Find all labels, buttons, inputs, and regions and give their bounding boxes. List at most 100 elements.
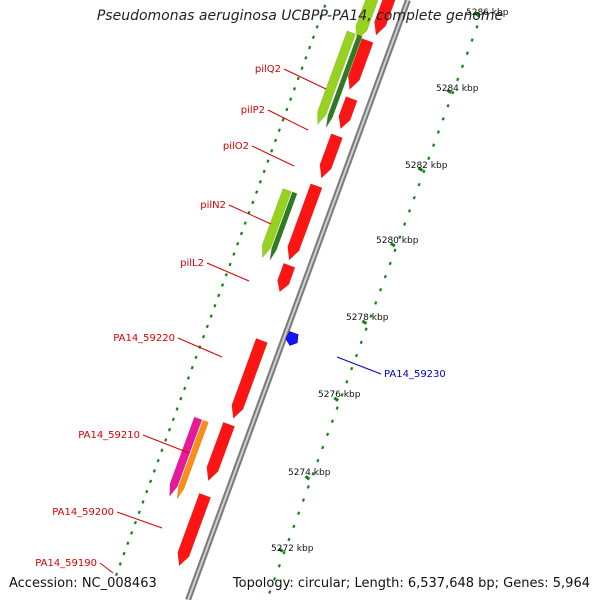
track-dot bbox=[417, 182, 421, 187]
track-dot bbox=[316, 458, 320, 463]
gene-arrow[interactable] bbox=[177, 492, 212, 567]
track-dot bbox=[311, 35, 315, 39]
gene-label[interactable]: PA14_59220 bbox=[113, 333, 175, 344]
scale-tick bbox=[361, 319, 368, 325]
gene-label[interactable]: PA14_59210 bbox=[78, 430, 140, 441]
track-dot bbox=[297, 511, 301, 516]
gene-labels: pilQ2 pilP2 pilO2 pilN2 pilL2 PA14_59220 PA14_… bbox=[35, 64, 446, 574]
track-dot bbox=[122, 551, 126, 556]
track-dot bbox=[224, 272, 228, 277]
gene-arrow[interactable] bbox=[176, 419, 209, 500]
scale-tick-label: 5274 kbp bbox=[288, 468, 331, 478]
gene-label[interactable]: PA14_59190 bbox=[35, 558, 97, 569]
gene-arrow[interactable] bbox=[317, 30, 356, 126]
track-dot bbox=[311, 472, 315, 476]
track-dot bbox=[273, 138, 278, 143]
track-dot bbox=[412, 195, 416, 200]
gene-label-leader bbox=[336, 356, 382, 375]
track-dot bbox=[301, 498, 306, 502]
track-dot bbox=[315, 25, 319, 29]
track-dot bbox=[160, 448, 164, 453]
track-dot bbox=[441, 117, 445, 121]
track-dot bbox=[379, 287, 383, 292]
gene-arrow[interactable] bbox=[287, 183, 323, 261]
track-dot bbox=[319, 14, 323, 19]
track-dot bbox=[220, 283, 225, 287]
track-dot bbox=[345, 379, 349, 384]
gene-label[interactable]: PA14_59230 bbox=[384, 369, 446, 380]
scale-tick-label: 5276 kbp bbox=[318, 390, 361, 400]
track-dot bbox=[427, 156, 431, 161]
track-dot bbox=[335, 406, 339, 410]
gene-arrow[interactable] bbox=[206, 421, 235, 482]
track-dot bbox=[213, 303, 217, 308]
track-dot bbox=[190, 365, 194, 370]
gene-arrow-highlighted[interactable] bbox=[285, 331, 299, 346]
gene-arrow[interactable] bbox=[347, 38, 374, 91]
gene-label[interactable]: PA14_59200 bbox=[52, 507, 114, 518]
track-dot bbox=[262, 169, 266, 174]
track-dot bbox=[268, 590, 272, 594]
track-dot bbox=[149, 479, 153, 484]
track-dot bbox=[308, 45, 312, 50]
track-dot bbox=[251, 200, 255, 205]
track-dot bbox=[270, 149, 274, 153]
gene-label[interactable]: pilN2 bbox=[200, 200, 226, 211]
gene-label[interactable]: pilP2 bbox=[241, 105, 265, 116]
scale-tick bbox=[278, 547, 284, 553]
scale-tick bbox=[304, 475, 311, 481]
track-dot bbox=[272, 577, 277, 581]
gene-label-leader bbox=[267, 109, 309, 131]
track-dot bbox=[465, 51, 469, 55]
track-dot bbox=[304, 56, 308, 60]
track-dot bbox=[374, 301, 378, 305]
track-dot bbox=[175, 407, 179, 411]
gene-label[interactable]: pilQ2 bbox=[255, 64, 281, 75]
gene-arrow[interactable] bbox=[231, 338, 268, 420]
gene-arrow[interactable] bbox=[277, 262, 296, 293]
gene-label-leader bbox=[99, 562, 114, 574]
track-dot bbox=[460, 64, 465, 69]
track-dot bbox=[422, 169, 426, 174]
track-dot bbox=[167, 427, 172, 432]
gene-arrow[interactable] bbox=[355, 0, 384, 41]
track-dot bbox=[258, 180, 262, 184]
gene-arrow[interactable] bbox=[269, 191, 298, 261]
track-dot bbox=[340, 393, 344, 397]
track-dot bbox=[475, 25, 479, 29]
scale-tick-label: 5280 kbp bbox=[376, 236, 419, 246]
scale-tick-label: 5278 kbp bbox=[346, 313, 389, 323]
track-dot bbox=[277, 128, 281, 132]
scale-tick bbox=[446, 88, 452, 94]
track-dot bbox=[164, 438, 168, 442]
track-dot bbox=[217, 293, 221, 298]
track-dot bbox=[277, 564, 281, 568]
track-dot bbox=[326, 432, 330, 437]
gene-label[interactable]: pilO2 bbox=[223, 141, 249, 152]
gene-arrow[interactable] bbox=[319, 133, 343, 179]
track-dot bbox=[446, 103, 450, 108]
gene-label-leader bbox=[283, 68, 327, 90]
gene-label-leader bbox=[142, 434, 190, 454]
track-dot bbox=[126, 541, 130, 546]
gene-arrow[interactable] bbox=[338, 96, 358, 130]
gene-arrow[interactable] bbox=[261, 188, 292, 259]
track-dot bbox=[281, 118, 285, 122]
gene-arrow[interactable] bbox=[325, 34, 363, 128]
track-dot bbox=[186, 376, 190, 380]
gene-label-leader bbox=[251, 145, 295, 167]
scale-tick bbox=[389, 242, 396, 248]
scale-tick-label: 5282 kbp bbox=[405, 161, 448, 171]
gene-features bbox=[169, 0, 401, 567]
gene-label[interactable]: pilL2 bbox=[180, 258, 204, 269]
track-dot bbox=[145, 489, 149, 494]
track-dot bbox=[354, 353, 359, 358]
track-dot bbox=[451, 90, 455, 95]
gene-arrow[interactable] bbox=[374, 0, 401, 36]
track-dot bbox=[266, 159, 270, 163]
scale-tick-label: 5286 kbp bbox=[466, 8, 509, 18]
scale-tick bbox=[474, 12, 481, 18]
gene-arrow[interactable] bbox=[169, 416, 203, 498]
